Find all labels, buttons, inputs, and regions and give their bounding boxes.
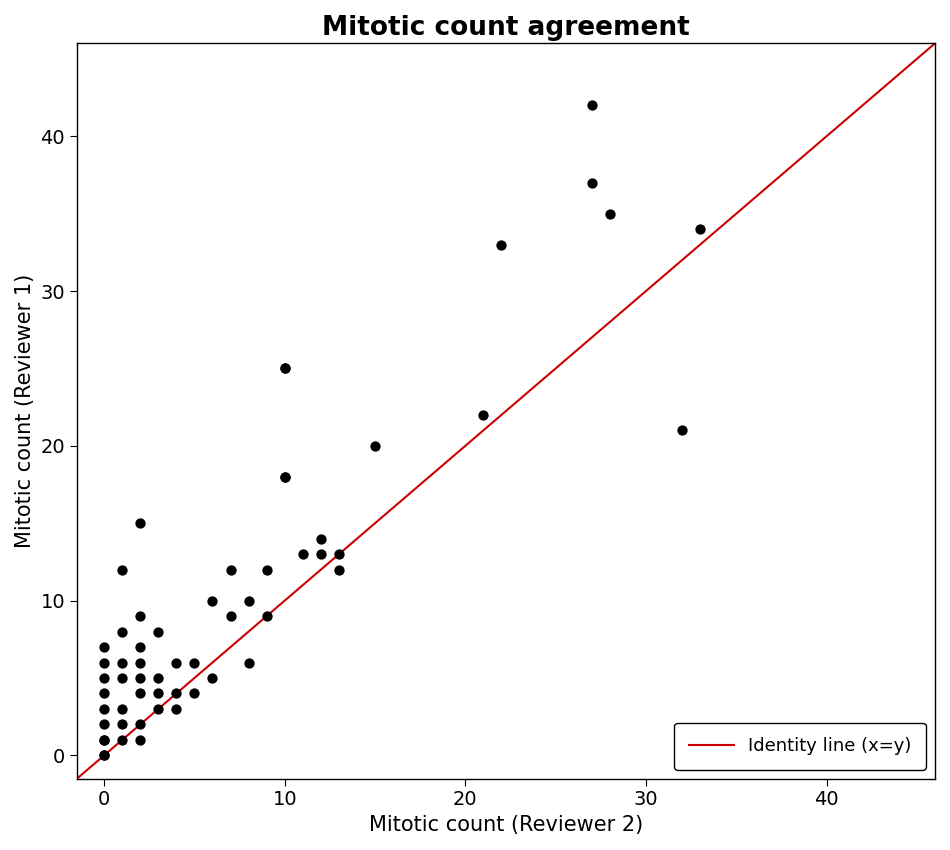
Point [115, 655, 130, 669]
Point [169, 655, 184, 669]
Point [133, 734, 148, 747]
Point [259, 609, 275, 623]
Point [133, 687, 148, 700]
Point [241, 655, 256, 669]
Point [259, 563, 275, 576]
Point [133, 609, 148, 623]
Point [115, 672, 130, 685]
Point [223, 563, 238, 576]
Point [241, 594, 256, 608]
Point [151, 625, 166, 638]
Point [332, 563, 347, 576]
Point [584, 99, 599, 112]
Point [115, 734, 130, 747]
Point [97, 687, 112, 700]
Point [133, 717, 148, 731]
Point [223, 609, 238, 623]
Point [97, 640, 112, 654]
Point [277, 361, 293, 375]
Point [151, 687, 166, 700]
Point [674, 423, 690, 437]
Point [151, 702, 166, 716]
Point [133, 640, 148, 654]
Point [693, 223, 708, 236]
Point [332, 547, 347, 561]
Point [133, 517, 148, 530]
Y-axis label: Mitotic count (Reviewer 1): Mitotic count (Reviewer 1) [15, 274, 35, 548]
Point [97, 734, 112, 747]
Point [205, 594, 220, 608]
Point [494, 238, 509, 252]
Point [97, 672, 112, 685]
Point [151, 672, 166, 685]
Point [133, 655, 148, 669]
Point [115, 702, 130, 716]
Point [133, 672, 148, 685]
Point [97, 702, 112, 716]
Point [97, 734, 112, 747]
Point [295, 547, 311, 561]
Point [277, 361, 293, 375]
Point [368, 439, 383, 452]
Point [187, 687, 202, 700]
Point [115, 563, 130, 576]
Point [584, 176, 599, 190]
Point [277, 470, 293, 484]
Point [97, 717, 112, 731]
Point [277, 470, 293, 484]
Point [476, 408, 491, 422]
Point [97, 655, 112, 669]
Point [97, 749, 112, 762]
Point [314, 532, 329, 546]
Point [169, 702, 184, 716]
Point [169, 687, 184, 700]
Legend: Identity line (x=y): Identity line (x=y) [674, 722, 926, 769]
X-axis label: Mitotic count (Reviewer 2): Mitotic count (Reviewer 2) [369, 815, 643, 835]
Point [115, 625, 130, 638]
Title: Mitotic count agreement: Mitotic count agreement [322, 15, 690, 41]
Point [314, 547, 329, 561]
Point [205, 672, 220, 685]
Point [602, 207, 618, 220]
Point [97, 749, 112, 762]
Point [187, 655, 202, 669]
Point [115, 717, 130, 731]
